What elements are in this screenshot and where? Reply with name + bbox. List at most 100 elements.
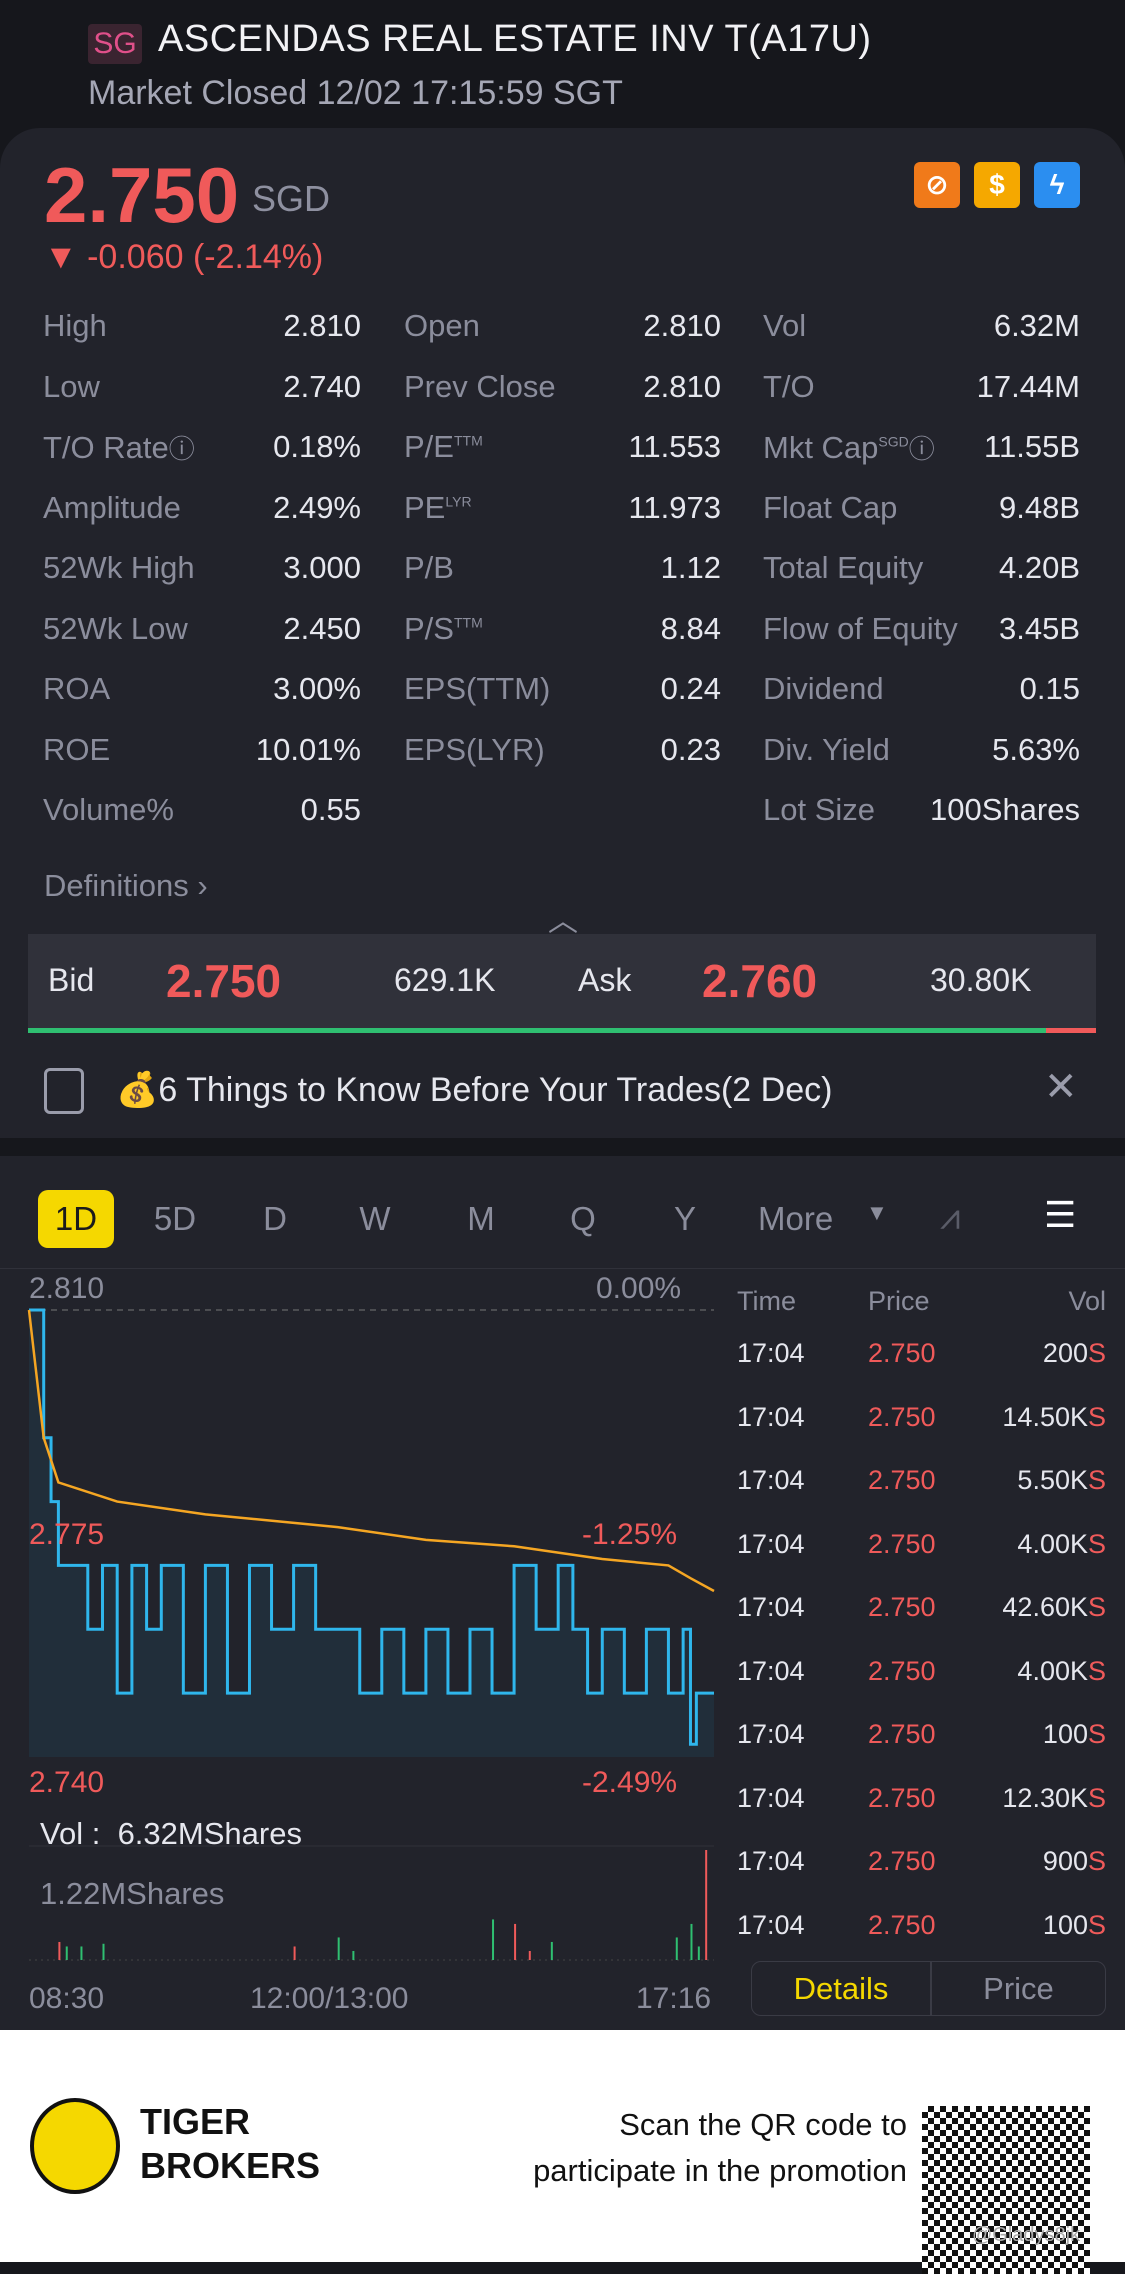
stat-value: 8.84 [660,610,721,646]
trade-volume: 100S [1042,1719,1106,1749]
definitions-link[interactable]: Definitions › [44,868,208,903]
news-banner[interactable]: 💰6 Things to Know Before Your Trades(2 D… [0,1050,1125,1138]
tab-5d[interactable]: 5D [153,1200,197,1237]
tab-m[interactable]: M [467,1200,495,1237]
stat-value: 10.01% [255,731,361,767]
price-change: ▼ -0.060 (-2.14%) [44,238,323,277]
stat-value: 1.12 [660,550,721,585]
volume-bar [352,1950,355,1960]
tab-1d[interactable]: 1D [38,1190,114,1248]
dollar-icon[interactable]: $ [974,162,1020,208]
stat-label: Open [404,308,480,343]
price-area [29,1310,714,1757]
trade-volume: 100S [1042,1909,1106,1940]
tab-q[interactable]: Q [570,1200,596,1237]
stat-label: P/ETTM [404,429,483,464]
ask-volume: 30.80K [930,962,1032,998]
close-icon[interactable]: ✕ [1044,1065,1078,1109]
chevron-down-icon[interactable]: ▼ [866,1200,888,1225]
stat-value: 0.24 [660,671,721,706]
stat-label[interactable]: T/O Rateⓘ [43,430,195,465]
volume-bar [293,1946,296,1960]
stat-value: 11.973 [628,489,721,525]
chart-settings-icon[interactable]: ☰ [1044,1194,1077,1235]
trade-time: 17:04 [737,1338,805,1368]
stat-value: 9.48B [998,489,1080,525]
stat-value: 3.000 [283,550,361,585]
trade-header: Price [868,1286,930,1316]
pct-label-top: 0.00% [596,1272,682,1305]
pct-label-mid: -1.25% [582,1518,678,1551]
stat-label: Volume% [43,792,174,827]
stat-label: ROE [43,731,111,767]
y-label-low: 2.740 [29,1766,105,1799]
y-label-top: 2.810 [29,1272,105,1305]
trade-volume: 4.00KS [1017,1655,1106,1686]
trade-time: 17:04 [737,1782,805,1813]
volume-bar [492,1919,495,1960]
bid-ask-bar [28,934,1096,1028]
info-icon[interactable]: ⓘ [908,434,935,464]
stat-label: EPS(TTM) [404,671,551,706]
stat-label: Dividend [763,671,884,706]
chevron-up-icon[interactable]: ︿ [548,905,578,938]
bid-label: Bid [48,962,95,998]
trade-price: 2.750 [868,1401,936,1432]
indicator-icon[interactable]: ⩘ [940,1196,961,1237]
no-short-icon[interactable]: ⊘ [914,162,960,208]
trade-volume: 42.60KS [1002,1592,1106,1622]
stat-value: 2.810 [643,308,721,343]
stat-label[interactable]: Mkt CapSGDⓘ [763,430,935,465]
x-label-end: 17:16 [636,1982,712,2015]
intraday-chart[interactable] [0,1268,730,2030]
lightning-level1-icon[interactable]: ϟ [1034,162,1080,208]
tab-w[interactable]: W [359,1200,391,1237]
volume-summary: Vol : 6.32MShares [40,1816,302,1851]
volume-bar [675,1937,678,1960]
watermark: @Gladys8jk [972,2224,1081,2246]
volume-bar [65,1946,68,1960]
stat-value: 2.450 [283,610,361,646]
promo-footer: TIGER BROKERS Scan the QR code to particip… [0,2030,1125,2274]
stat-label: Vol [763,308,807,343]
stat-value: 3.00% [273,671,361,706]
stat-label: Lot Size [763,792,876,827]
bid-price[interactable]: 2.750 [166,955,282,1007]
tab-d[interactable]: D [263,1200,287,1237]
stat-value: 4.20B [998,550,1080,585]
trade-price: 2.750 [868,1846,936,1876]
stat-value: 17.44M [976,368,1080,404]
volume-bar [550,1941,553,1960]
bid-volume: 629.1K [394,962,496,998]
trade-price: 2.750 [868,1909,936,1940]
volume-max-label: 1.22MShares [40,1876,225,1911]
x-label-mid: 12:00/13:00 [250,1982,409,2015]
volume-bar [697,1946,700,1960]
market-badge: SG [88,24,142,64]
price-button[interactable]: Price [931,1961,1106,2016]
stat-value: 0.55 [300,792,361,827]
info-icon[interactable]: ⓘ [168,434,195,464]
section-divider [0,1138,1125,1156]
volume-bar [102,1943,105,1960]
trade-price: 2.750 [868,1782,936,1813]
trade-time: 17:04 [737,1909,805,1940]
qr-code[interactable] [922,2106,1090,2274]
volume-bar [528,1950,531,1960]
news-text: 💰6 Things to Know Before Your Trades(2 D… [116,1071,833,1109]
brand-name: TIGER BROKERS [140,2101,321,2186]
stat-label: Flow of Equity [763,610,958,646]
stat-value: 0.23 [660,731,721,767]
details-button[interactable]: Details [751,1961,931,2016]
trade-volume: 14.50KS [1002,1401,1106,1432]
stat-value: 0.18% [273,429,361,464]
tab-y[interactable]: Y [673,1200,696,1237]
stat-label: Float Cap [763,489,898,525]
tab-more[interactable]: More [758,1200,834,1237]
x-label-start: 08:30 [29,1982,105,2015]
stat-label: 52Wk Low [43,610,188,646]
stat-value: 100Shares [930,792,1080,827]
promo-text: Scan the QR code to participate in the pr… [533,2107,907,2188]
stat-value: 11.553 [628,429,721,464]
ask-price[interactable]: 2.760 [702,955,818,1007]
